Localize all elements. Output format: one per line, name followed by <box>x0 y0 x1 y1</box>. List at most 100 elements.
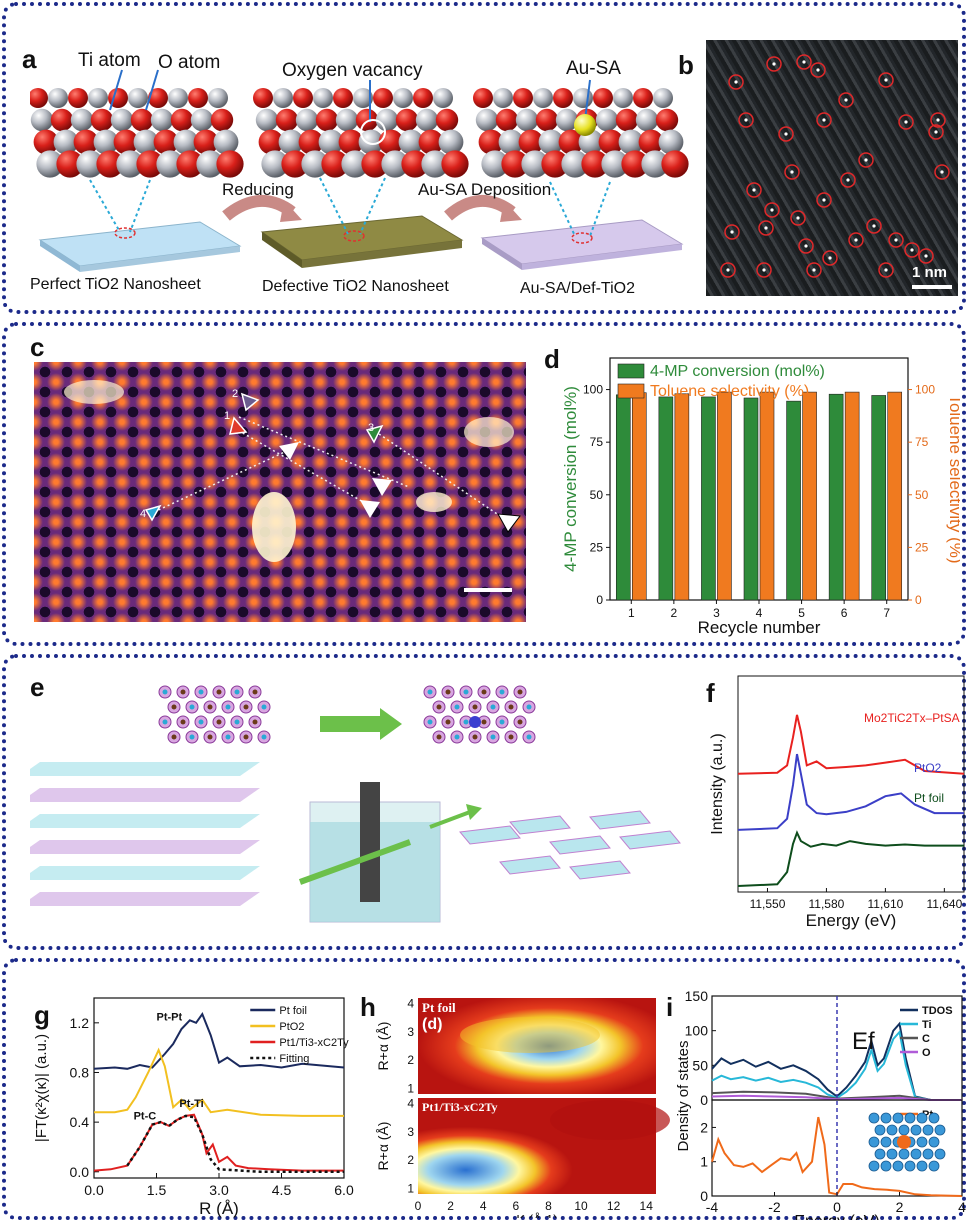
inset-atom <box>916 1112 928 1124</box>
ti-atom <box>498 129 524 155</box>
atom-circle <box>838 92 854 108</box>
single-atom <box>854 238 858 242</box>
o-atom <box>333 88 353 108</box>
label-perfect-sheet: Perfect TiO2 Nanosheet <box>30 276 201 293</box>
lattice-core <box>171 734 177 740</box>
ti-atom <box>133 129 159 155</box>
tick-label: 2 <box>896 1199 904 1215</box>
o-atom <box>176 150 204 178</box>
lattice-core <box>216 719 222 725</box>
ti-atom <box>533 88 553 108</box>
lattice-core <box>508 704 514 710</box>
ti-atom <box>208 88 228 108</box>
ti-atom <box>36 150 64 178</box>
inset-atom <box>868 1160 880 1172</box>
marker-1: 1 <box>224 410 231 422</box>
x-axis-label: R (Å) <box>199 1199 239 1218</box>
single-atom <box>762 268 766 272</box>
inset-pt-atom <box>897 1135 911 1149</box>
ti-atom <box>358 129 384 155</box>
ti-atom <box>128 88 148 108</box>
ti-atom <box>481 150 509 178</box>
legend-label: Ti <box>922 1019 932 1031</box>
ti-atom <box>381 150 409 178</box>
panel-e-illustration <box>30 685 681 923</box>
o-atom <box>615 108 639 132</box>
stem-markers <box>64 380 521 592</box>
tick-label: 4 <box>480 1199 487 1213</box>
single-atom <box>734 80 738 84</box>
bar-conversion <box>786 400 801 601</box>
y-axis-label: Intensity (a.u.) <box>709 733 726 834</box>
lattice-core <box>162 719 168 725</box>
tick-label: 11,640 <box>926 897 962 911</box>
lattice-core <box>252 689 258 695</box>
y-axis-label: |FT(κ²χ(κ)| (a.u.) <box>33 1034 50 1142</box>
lattice-core <box>234 689 240 695</box>
tick-label: 11,580 <box>809 897 845 911</box>
o-atom <box>130 108 154 132</box>
o-atom <box>401 150 429 178</box>
annotation-pt-pt: Pt-Pt <box>157 1011 183 1023</box>
legend-label: Pt1/Ti3-xC2Ty <box>279 1037 349 1049</box>
ti-atom <box>150 108 174 132</box>
plot-frame <box>737 675 965 893</box>
ti-atom <box>76 150 104 178</box>
tick-label: 11,550 <box>750 897 786 911</box>
tick-label: 0 <box>915 593 922 607</box>
lattice-core <box>427 719 433 725</box>
ti-atom <box>318 129 344 155</box>
lattice-core <box>517 719 523 725</box>
bar-conversion <box>828 393 844 601</box>
ti-atom <box>595 108 619 132</box>
lattice-core <box>252 719 258 725</box>
atom-circle <box>888 232 904 248</box>
o-atom <box>298 129 324 155</box>
lattice-core <box>499 719 505 725</box>
o-atom <box>210 108 234 132</box>
tick-label: 4.5 <box>272 1182 292 1198</box>
tick-label: 75 <box>590 435 604 449</box>
atom-circle <box>738 112 754 128</box>
ti-atom <box>393 88 413 108</box>
y-axis-label: Density of states <box>676 1041 692 1152</box>
tick-label: 3 <box>407 1025 414 1039</box>
atom-circle <box>766 56 782 72</box>
ti-atom <box>190 108 214 132</box>
ti-atom <box>561 150 589 178</box>
tick-label: 50 <box>590 488 604 502</box>
o-atom <box>321 150 349 178</box>
bar-selectivity <box>631 392 647 601</box>
ti-atom <box>110 108 134 132</box>
lattice-core <box>463 719 469 725</box>
inset-atom <box>898 1148 910 1160</box>
atom-circle <box>784 164 800 180</box>
label-ti-atom: Ti atom <box>78 50 141 71</box>
tick-label: 5 <box>798 606 805 620</box>
series-line <box>711 1116 963 1197</box>
atom-circle <box>728 74 744 90</box>
atom-circle <box>798 238 814 254</box>
lattice-core <box>234 719 240 725</box>
mxene-layer <box>30 788 260 802</box>
inset-atom <box>934 1148 946 1160</box>
single-atom <box>924 254 928 258</box>
tick-label: 25 <box>915 540 929 554</box>
single-atom <box>910 248 914 252</box>
single-atom <box>816 68 820 72</box>
lattice-core <box>526 734 532 740</box>
lattice-core <box>454 704 460 710</box>
atom-circle <box>816 112 832 128</box>
ti-atom <box>475 108 499 132</box>
atom-circle <box>806 262 822 278</box>
tick-label: 6 <box>512 1199 519 1213</box>
o-atom <box>338 129 364 155</box>
tick-label: 3.0 <box>209 1182 229 1198</box>
single-atom <box>846 178 850 182</box>
y-axis-label: 4-MP conversion (mol%) <box>561 386 580 572</box>
tick-label: -2 <box>768 1199 781 1215</box>
o-atom <box>518 129 544 155</box>
inset-atom <box>910 1124 922 1136</box>
series-line <box>94 1047 344 1117</box>
ti-atom <box>261 150 289 178</box>
